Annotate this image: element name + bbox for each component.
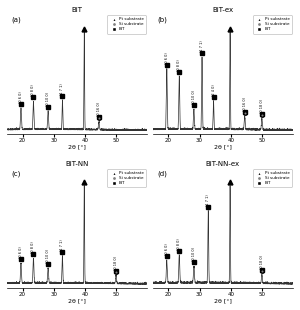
Title: BiT: BiT (72, 7, 83, 13)
Text: (0 10 0): (0 10 0) (46, 92, 50, 106)
X-axis label: 2θ [°]: 2θ [°] (68, 298, 86, 303)
Text: (a): (a) (11, 16, 21, 23)
Text: (0 8 0): (0 8 0) (177, 238, 181, 250)
Text: (0 16 0): (0 16 0) (97, 103, 101, 117)
Text: (0 6 0): (0 6 0) (165, 243, 169, 255)
Text: (d): (d) (157, 170, 167, 176)
X-axis label: 2θ [°]: 2θ [°] (214, 298, 232, 303)
Text: (b): (b) (157, 16, 167, 23)
Title: BiT-ex: BiT-ex (212, 7, 233, 13)
Text: (c): (c) (11, 170, 20, 176)
Title: BiT-NN-ex: BiT-NN-ex (206, 161, 240, 166)
Text: (2 4 0): (2 4 0) (212, 84, 216, 96)
Text: (0 8 0): (0 8 0) (32, 85, 35, 96)
Text: (0 6 0): (0 6 0) (19, 91, 23, 103)
Text: (0 18 0): (0 18 0) (260, 99, 264, 113)
Text: (0 6 0): (0 6 0) (19, 246, 23, 258)
X-axis label: 2θ [°]: 2θ [°] (68, 144, 86, 149)
Text: (0 8 0): (0 8 0) (177, 59, 181, 71)
Legend: Pt substrate, Si substrate, BiT: Pt substrate, Si substrate, BiT (107, 15, 146, 33)
Text: (1 7 1): (1 7 1) (60, 83, 64, 95)
Legend: Pt substrate, Si substrate, BiT: Pt substrate, Si substrate, BiT (253, 15, 292, 33)
Text: (0 8 0): (0 8 0) (32, 241, 35, 253)
Legend: Pt substrate, Si substrate, BiT: Pt substrate, Si substrate, BiT (107, 169, 146, 187)
Text: (0 10 0): (0 10 0) (46, 249, 50, 263)
Title: BiT-NN: BiT-NN (65, 161, 89, 166)
Text: (0 10 0): (0 10 0) (192, 247, 196, 261)
Text: (1 7 1): (1 7 1) (200, 40, 204, 52)
Text: (0 18 0): (0 18 0) (114, 256, 118, 270)
Text: (0 6 0): (0 6 0) (165, 52, 169, 64)
Text: (0 10 0): (0 10 0) (192, 90, 196, 104)
Text: (0 18 0): (0 18 0) (260, 255, 264, 269)
X-axis label: 2θ [°]: 2θ [°] (214, 144, 232, 149)
Text: (0 16 0): (0 16 0) (243, 97, 247, 111)
Text: (1 7 1): (1 7 1) (60, 239, 64, 250)
Text: (1 7 1): (1 7 1) (206, 194, 210, 206)
Legend: Pt substrate, Si substrate, BiT: Pt substrate, Si substrate, BiT (253, 169, 292, 187)
